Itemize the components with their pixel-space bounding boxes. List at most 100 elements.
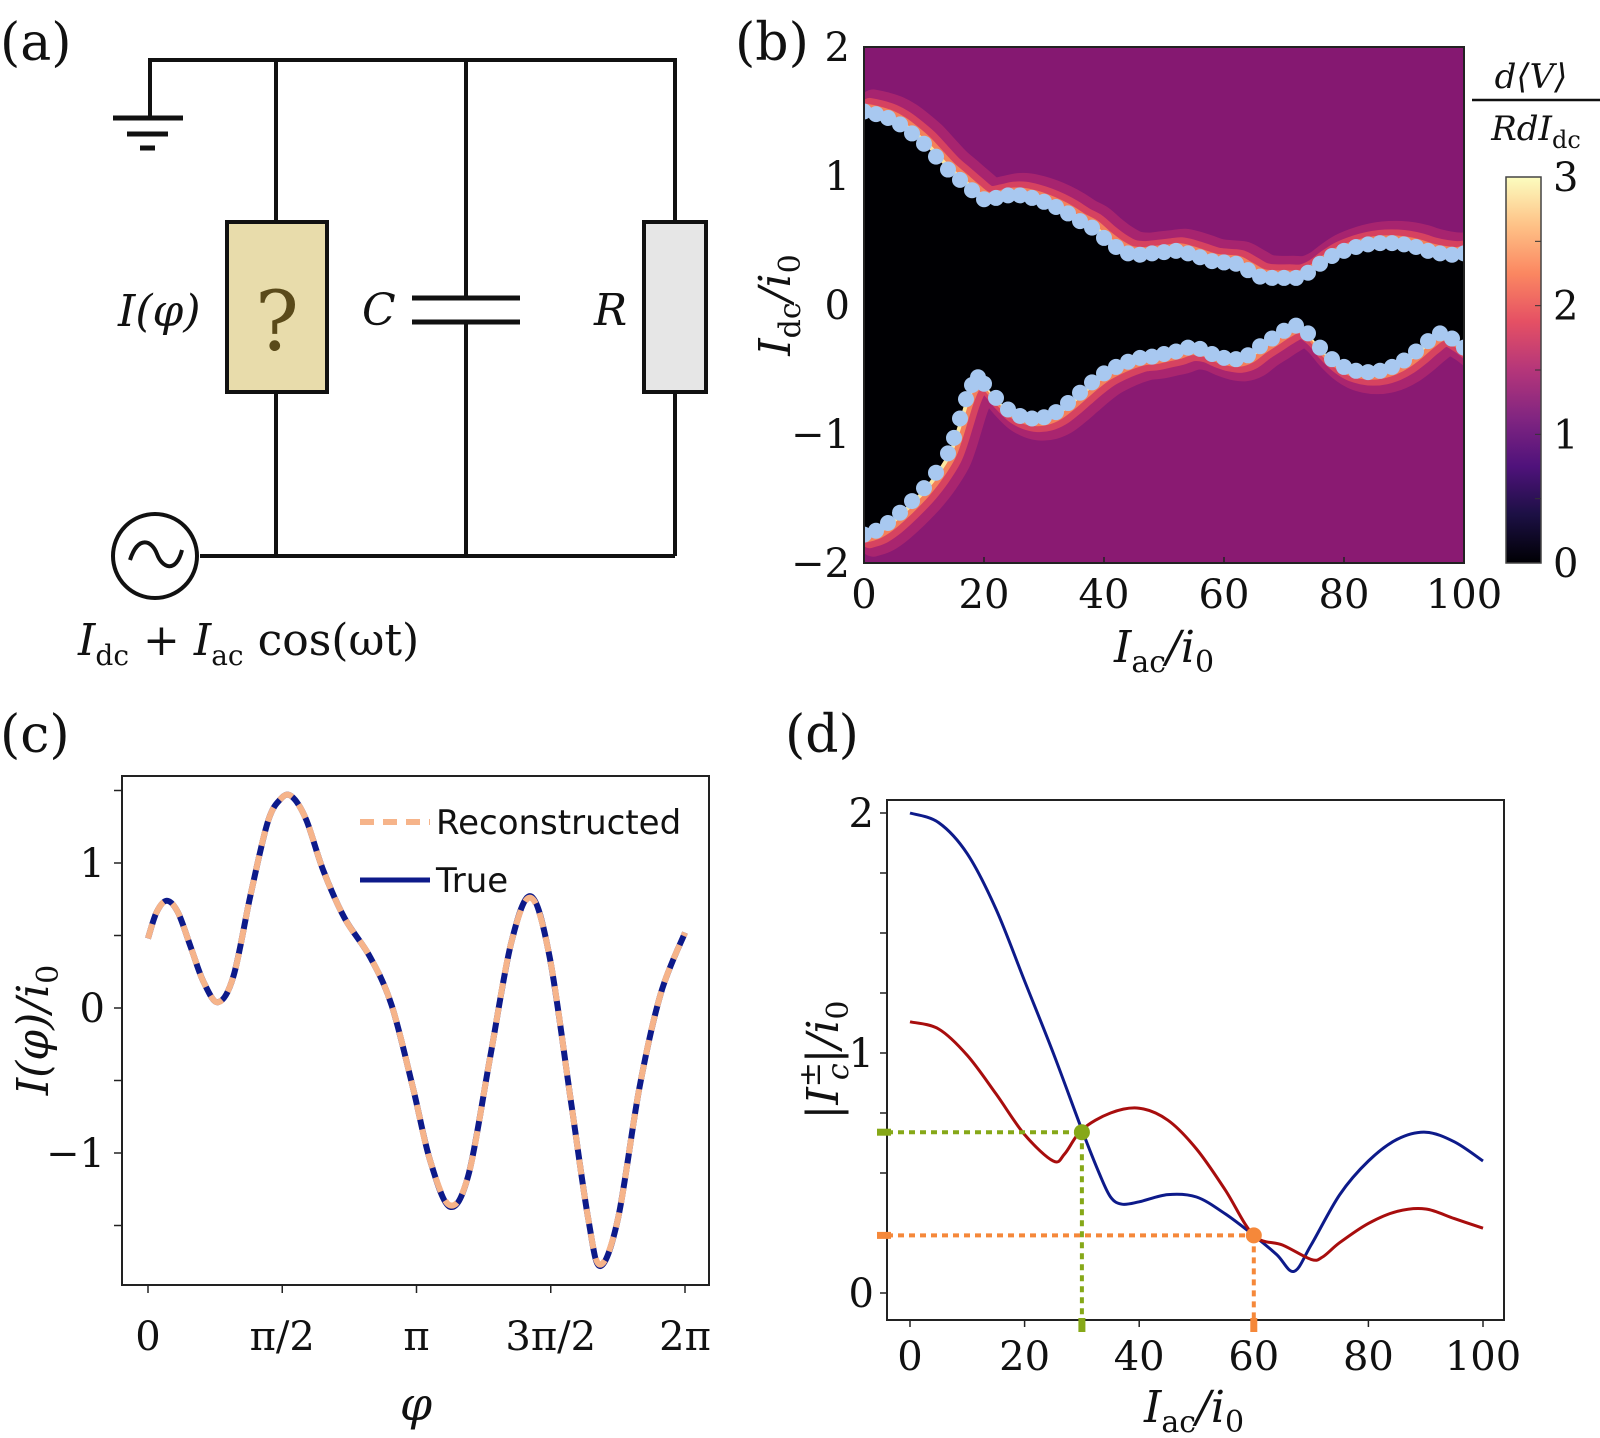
upper-boundary-point [1432,245,1448,262]
lower-boundary-point [928,464,944,481]
reconstructed-cpr-line [145,791,688,1268]
upper-boundary-point [1312,255,1328,272]
ac-source-icon [111,512,199,600]
y-tick-label: −1 [46,1131,105,1177]
lower-boundary-point [1348,362,1364,379]
lower-boundary-point [1156,346,1172,363]
lower-boundary-point [1048,404,1064,421]
lower-boundary-point [1216,349,1232,366]
lower-boundary-point [1264,330,1280,347]
orange-crossing-y-marker [877,1231,891,1239]
upper-boundary-point [1372,235,1388,252]
cpr-x-axis-label: φ [400,1377,433,1431]
colorbar-tick-label: 3 [1553,155,1578,201]
cpr-y-axis-label: I(φ)/i0 [8,965,66,1097]
upper-boundary-point [1336,242,1352,259]
green-crossing-point [1073,1124,1090,1141]
upper-boundary-point [868,106,884,123]
lower-boundary-point [1228,351,1244,368]
colorbar-tick-label: 0 [1553,541,1578,587]
resistor-box [642,220,708,394]
source-label: Idc + Iac cos(ωt) [77,615,419,672]
upper-boundary-point [1180,245,1196,262]
legend-true-label: True [435,861,508,901]
heatmap-plot-area [864,47,1464,563]
panel-b-label: (b) [735,13,809,73]
lower-boundary-point [868,522,884,539]
upper-boundary-point [1276,269,1292,286]
critical-current-x-axis-label: Iac/i0 [1143,1382,1244,1438]
lower-boundary-point [1408,343,1424,360]
upper-boundary-point [1360,236,1376,253]
lower-boundary-point [1276,322,1292,339]
x-tick-label: 40 [1079,572,1130,618]
x-tick-label: 0 [135,1314,160,1360]
upper-boundary-point [1408,238,1424,255]
lower-boundary-point [946,429,962,446]
upper-boundary-point [904,125,920,142]
x-tick-label: 20 [959,572,1010,618]
lower-boundary-point [1000,401,1016,418]
upper-boundary-point [1420,242,1436,259]
colorbar-ticks: 0 1 2 3 [1535,155,1578,587]
lower-boundary-point [1252,338,1268,355]
upper-boundary-point [1060,205,1076,222]
upper-boundary-point [1252,268,1268,285]
lower-boundary-point [1144,348,1160,365]
upper-boundary-point [940,161,956,178]
lower-boundary-point [988,389,1004,406]
colorbar-label-numerator: d⟨V⟩ [1495,57,1568,97]
upper-boundary-point [1288,269,1304,286]
upper-boundary-point [964,182,980,199]
lower-boundary-point [1024,410,1040,427]
lower-boundary-point [1168,343,1184,360]
y-tick-label: 0 [849,1271,874,1317]
green-crossing-x-marker [1078,1318,1086,1332]
x-tick-label: π/2 [250,1314,315,1360]
x-tick-label: 0 [851,572,876,618]
colorbar-tick-label: 1 [1553,412,1578,458]
upper-boundary-point [1096,229,1112,246]
lower-boundary-point [1336,358,1352,375]
lower-boundary-point [940,445,956,462]
y-tick-label: 1 [849,1031,874,1077]
panel-c-label: (c) [0,705,70,765]
colorbar-label-denominator: RdIdc [1490,109,1581,154]
x-tick-label: 20 [999,1334,1050,1380]
lower-boundary-point [1180,339,1196,356]
y-tick-label: −2 [791,541,850,587]
upper-boundary-point [928,148,944,165]
upper-boundary-point [1456,245,1464,262]
upper-boundary-point [1168,242,1184,259]
lower-boundary-point [1132,349,1148,366]
lower-boundary-point [1432,325,1448,342]
lower-boundary-point [958,391,974,408]
heatmap-y-axis-label: Idc/i0 [750,254,808,356]
crossing-annotations [877,1124,1262,1332]
upper-boundary-point [1384,235,1400,252]
cpr-axes: 0 π/2 π 3π/2 2π −1 0 1 [46,789,711,1360]
x-tick-label: 3π/2 [505,1314,596,1360]
lower-boundary-point [1444,330,1460,347]
upper-boundary-point [1000,187,1016,204]
upper-boundary-point [1444,246,1460,263]
upper-boundary-point [1324,247,1340,264]
upper-boundary-point [1036,193,1052,210]
x-tick-label: 100 [1426,572,1502,618]
upper-boundary-point [1012,187,1028,204]
x-tick-label: 0 [897,1334,922,1380]
lower-boundary-point [916,480,932,497]
x-tick-label: 2π [659,1314,711,1360]
resistor-label: R [593,285,627,336]
capacitor-icon [412,295,520,325]
lower-boundary-point [1036,409,1052,426]
critical-current-frame [886,799,1505,1321]
lower-boundary-point [1384,358,1400,375]
upper-boundary-point [1084,219,1100,236]
upper-boundary-point [952,171,968,188]
lower-boundary-point [904,493,920,510]
panel-b: (b) 0 20 40 60 80 100 −2 −1 0 1 2 Iac/i0 Idc/i0 0 1… [735,13,1600,680]
lower-boundary-point [1060,395,1076,412]
upper-boundary-point [1108,238,1124,255]
negative-critical-current-line [909,1020,1484,1262]
